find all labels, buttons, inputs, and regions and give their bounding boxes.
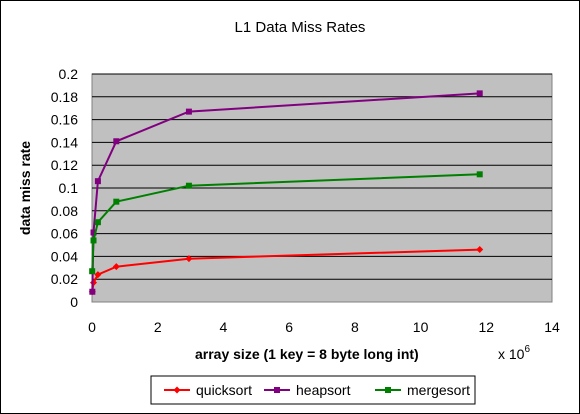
data-point: [185, 182, 192, 189]
y-tick-label: 0.02: [51, 271, 78, 287]
legend-label: quicksort: [196, 382, 252, 398]
y-tick-label: 0.18: [51, 89, 78, 105]
data-point: [113, 198, 120, 205]
x-tick-label: 2: [154, 319, 162, 335]
x-axis-multiplier: x 106: [498, 344, 530, 362]
y-tick-label: 0.16: [51, 112, 78, 128]
y-axis-label: data miss rate: [17, 141, 33, 235]
data-point: [112, 263, 120, 271]
legend: [150, 375, 476, 405]
data-point: [173, 386, 181, 394]
legend-items: quicksort heapsort mergesort: [164, 382, 470, 398]
x-tick-label: 14: [544, 319, 560, 335]
x-tick-label: 10: [413, 319, 429, 335]
y-tick-label: 0: [70, 294, 78, 310]
data-point: [94, 271, 102, 279]
chart-title: L1 Data Miss Rates: [235, 19, 366, 36]
legend-item-heapsort: heapsort: [264, 382, 351, 398]
data-point: [476, 90, 483, 97]
x-tick-label: 0: [88, 319, 96, 335]
data-point: [476, 171, 483, 178]
x-axis-multiplier-base: x 10: [498, 346, 525, 362]
y-tick-label: 0.06: [51, 226, 78, 242]
y-tick-labels: 0 0.02 0.04 0.06 0.08 0.1 0.12 0.14 0.16 0.18 0.2: [51, 66, 78, 310]
x-tick-labels: 0 2 4 6 8 10 12 14: [88, 319, 560, 335]
y-tick-label: 0.1: [59, 180, 79, 196]
data-point: [113, 138, 120, 145]
data-point: [385, 387, 391, 393]
x-axis-label: array size (1 key = 8 byte long int): [195, 346, 419, 362]
legend-item-mergesort: mergesort: [375, 382, 470, 398]
grid-lines: [92, 73, 552, 280]
y-tick-label: 0.14: [51, 134, 78, 150]
x-tick-label: 4: [220, 319, 228, 335]
data-point: [185, 255, 193, 263]
x-tick-label: 8: [351, 319, 359, 335]
data-point: [90, 237, 97, 244]
legend-label: heapsort: [296, 382, 351, 398]
data-point: [94, 178, 101, 185]
y-tick-label: 0.12: [51, 157, 78, 173]
series-mergesort: [89, 171, 483, 275]
legend-label: mergesort: [407, 382, 470, 398]
series-layer: [88, 90, 484, 296]
data-point: [89, 288, 96, 295]
x-tick-label: 12: [478, 319, 494, 335]
data-point: [90, 229, 97, 236]
data-point: [476, 246, 484, 254]
data-point: [94, 219, 101, 226]
x-tick-label: 6: [285, 319, 293, 335]
y-tick-label: 0.2: [59, 66, 79, 82]
y-tick-label: 0.08: [51, 203, 78, 219]
data-point: [274, 387, 280, 393]
data-point: [185, 108, 192, 115]
y-tick-label: 0.04: [51, 248, 78, 264]
data-point: [89, 268, 96, 275]
x-axis-multiplier-exponent: 6: [524, 344, 530, 355]
series-line: [91, 173, 480, 272]
legend-item-quicksort: quicksort: [164, 382, 252, 398]
